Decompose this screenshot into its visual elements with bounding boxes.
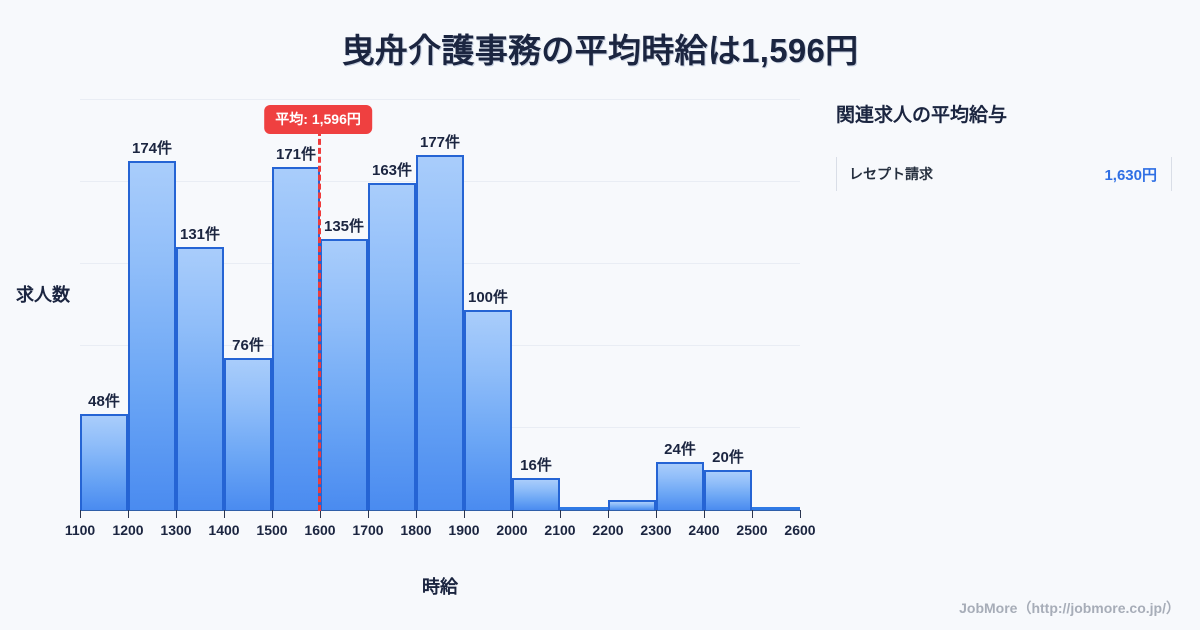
bar-slot[interactable]: 16件 xyxy=(512,99,560,510)
bar-value-label: 76件 xyxy=(232,336,264,354)
x-axis-tick xyxy=(512,510,513,518)
x-axis-tick-label: 2300 xyxy=(640,522,672,538)
x-axis-tick-label: 2600 xyxy=(784,522,816,538)
bar-slot[interactable]: 177件 xyxy=(416,99,464,510)
bar-slot[interactable]: 171件 xyxy=(272,99,320,510)
bar[interactable] xyxy=(608,499,656,510)
y-axis-title: 求人数 xyxy=(16,285,70,305)
related-salary-panel: 関連求人の平均給与 レセプト請求 1,630円 xyxy=(836,100,1172,191)
bar-value-label: 24件 xyxy=(664,440,696,458)
mean-value-badge: 平均: 1,596円 xyxy=(264,105,372,134)
x-axis-tick-label: 2100 xyxy=(544,522,576,538)
bar[interactable] xyxy=(320,239,368,510)
bar[interactable] xyxy=(704,469,752,510)
x-axis-ticks xyxy=(80,510,801,520)
x-axis-tick-label: 1100 xyxy=(64,522,96,538)
bar-slot[interactable]: 48件 xyxy=(80,99,128,510)
bar[interactable] xyxy=(80,413,128,510)
bar-value-label: 20件 xyxy=(712,448,744,466)
x-axis-tick xyxy=(800,510,801,518)
bar-value-label: 135件 xyxy=(323,218,365,236)
x-axis-tick xyxy=(320,510,321,518)
related-salary-list: レセプト請求 1,630円 xyxy=(836,157,1172,191)
bar[interactable] xyxy=(752,507,800,510)
x-axis-tick-label: 1500 xyxy=(256,522,288,538)
x-axis-tick-label: 1300 xyxy=(160,522,192,538)
x-axis-tick xyxy=(416,510,417,518)
x-axis-tick xyxy=(752,510,753,518)
bar-series: 48件 174件 131件 76件 171件 135件 163件 177件 100件 16件 24件… xyxy=(80,99,800,510)
x-axis-tick xyxy=(560,510,561,518)
bar-value-label: 16件 xyxy=(520,456,552,474)
bar[interactable] xyxy=(224,357,272,510)
x-axis-tick-label: 2500 xyxy=(736,522,768,538)
bar-slot[interactable]: 174件 xyxy=(128,99,176,510)
related-salary-value: 1,630円 xyxy=(1104,166,1157,184)
bar[interactable] xyxy=(656,461,704,510)
related-salary-name: レセプト請求 xyxy=(849,166,933,182)
x-axis-tick-label: 2000 xyxy=(496,522,528,538)
related-salary-row[interactable]: レセプト請求 1,630円 xyxy=(836,157,1172,191)
bar[interactable] xyxy=(464,309,512,510)
bar-value-label: 177件 xyxy=(419,134,461,152)
bar[interactable] xyxy=(128,161,176,510)
x-axis-tick xyxy=(128,510,129,518)
plot-area: 48件 174件 131件 76件 171件 135件 163件 177件 100件 16件 24件… xyxy=(80,99,800,510)
watermark: JobMore（http://jobmore.co.jp/） xyxy=(959,600,1180,616)
x-axis-line xyxy=(80,510,801,511)
bar-slot[interactable]: 24件 xyxy=(656,99,704,510)
x-axis-tick xyxy=(272,510,273,518)
x-axis-tick xyxy=(656,510,657,518)
x-axis-tick-label: 1600 xyxy=(304,522,336,538)
bar-slot[interactable]: 131件 xyxy=(176,99,224,510)
bar-value-label: 174件 xyxy=(131,140,173,158)
x-axis-tick-label: 1200 xyxy=(112,522,144,538)
bar[interactable] xyxy=(512,477,560,510)
bar-value-label: 163件 xyxy=(371,162,413,180)
x-axis-tick-labels: 1100 1200 1300 1400 1500 1600 1700 1800 1900 2000… xyxy=(65,522,816,544)
x-axis-title: 時給 xyxy=(422,577,458,597)
x-axis-tick-label: 1800 xyxy=(400,522,432,538)
page-title: 曳舟介護事務の平均時給は1,596円 xyxy=(341,32,859,69)
bar-value-label: 100件 xyxy=(467,288,509,306)
x-axis-tick xyxy=(176,510,177,518)
x-axis-tick-label: 1900 xyxy=(448,522,480,538)
bar-slot[interactable]: 163件 xyxy=(368,99,416,510)
bar[interactable] xyxy=(416,155,464,510)
bar-value-label: 48件 xyxy=(88,392,120,410)
bar-slot[interactable] xyxy=(560,99,608,510)
x-axis-tick-label: 1400 xyxy=(208,522,240,538)
x-axis-tick xyxy=(704,510,705,518)
bar-slot[interactable]: 20件 xyxy=(704,99,752,510)
bar-slot[interactable]: 135件 xyxy=(320,99,368,510)
bar[interactable] xyxy=(560,507,608,510)
mean-vertical-line xyxy=(318,130,322,511)
x-axis-tick xyxy=(224,510,225,518)
x-axis-tick xyxy=(80,510,81,518)
x-axis-tick-label: 2200 xyxy=(592,522,624,538)
bar-slot[interactable] xyxy=(608,99,656,510)
gridline xyxy=(80,99,800,100)
related-salary-title: 関連求人の平均給与 xyxy=(836,105,1008,126)
bar-slot[interactable] xyxy=(752,99,800,510)
x-axis-tick-label: 2400 xyxy=(688,522,720,538)
x-axis-tick xyxy=(608,510,609,518)
bar-slot[interactable]: 76件 xyxy=(224,99,272,510)
x-axis-tick xyxy=(464,510,465,518)
bar[interactable] xyxy=(368,183,416,510)
bar-value-label: 131件 xyxy=(179,226,221,244)
bar[interactable] xyxy=(176,247,224,510)
x-axis-tick-label: 1700 xyxy=(352,522,384,538)
bar-value-label: 171件 xyxy=(275,146,317,164)
bar-slot[interactable]: 100件 xyxy=(464,99,512,510)
x-axis-tick xyxy=(368,510,369,518)
